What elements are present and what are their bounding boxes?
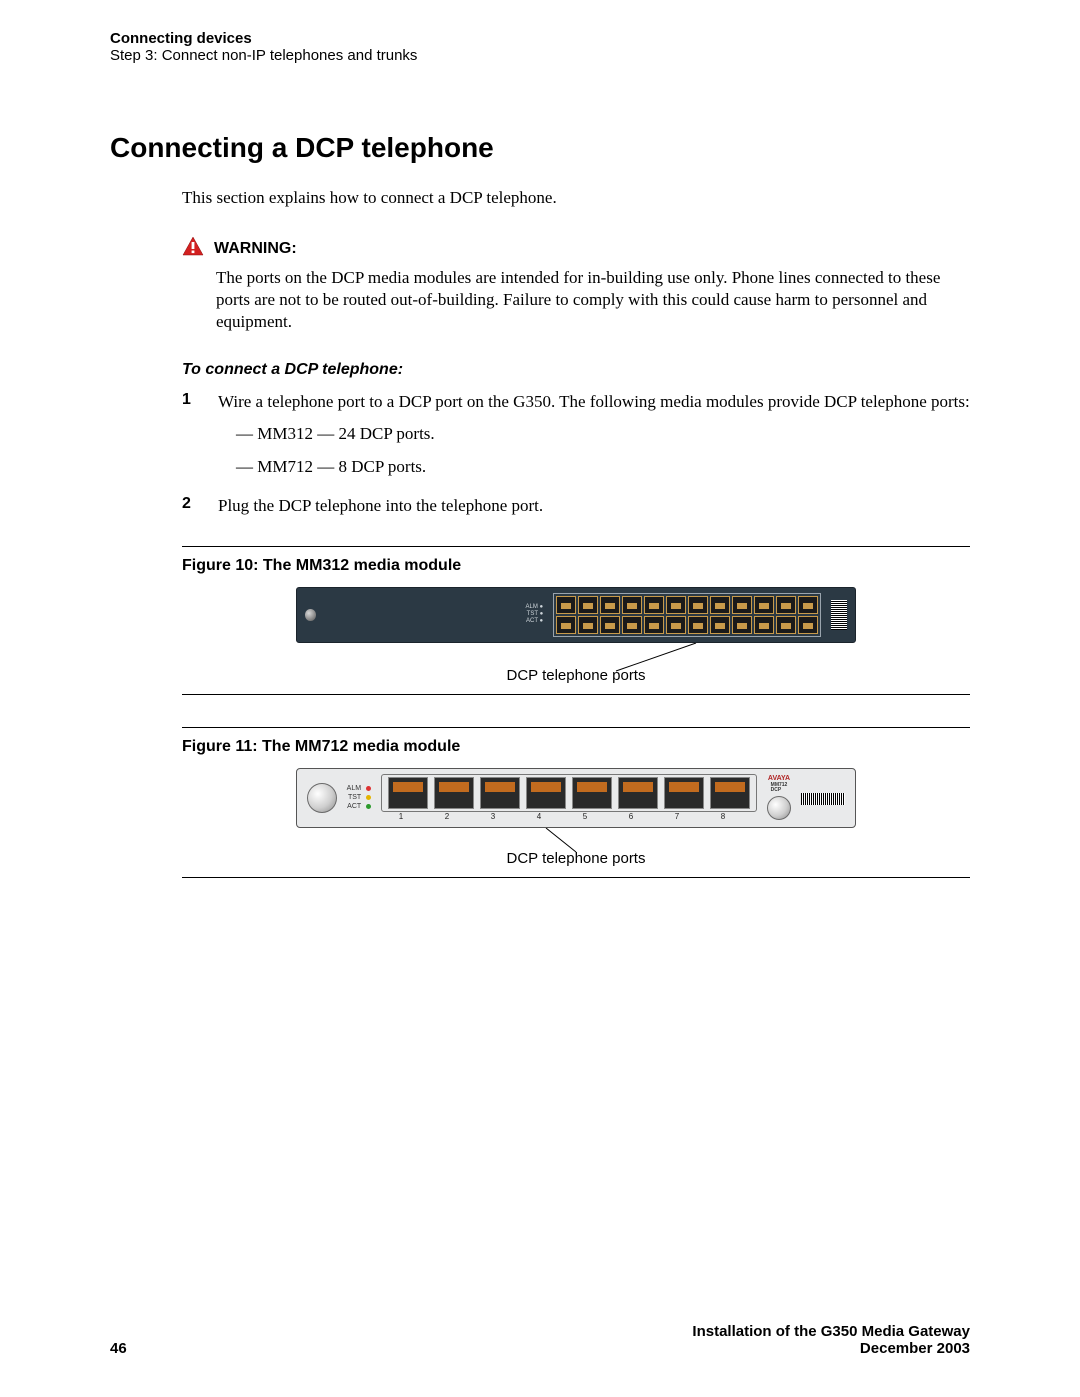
port-assembly: 12345678 bbox=[381, 774, 757, 821]
procedure-subhead: To connect a DCP telephone: bbox=[182, 361, 970, 379]
step-text: Plug the DCP telephone into the telephon… bbox=[218, 496, 543, 515]
knob-icon bbox=[767, 796, 791, 820]
warning-label: WARNING: bbox=[214, 240, 297, 258]
knob-icon bbox=[307, 783, 337, 813]
barcode-icon bbox=[801, 793, 845, 805]
figure-caption: DCP telephone ports bbox=[507, 667, 646, 684]
figure-caption: DCP telephone ports bbox=[507, 850, 646, 867]
header-line-2: Step 3: Connect non-IP telephones and tr… bbox=[110, 47, 970, 64]
figure-title: Figure 10: The MM312 media module bbox=[182, 557, 970, 575]
doc-date: December 2003 bbox=[692, 1340, 970, 1357]
step-subitem: — MM312 — 24 DCP ports. bbox=[236, 420, 970, 447]
screw-icon bbox=[305, 609, 316, 621]
figure-rule bbox=[182, 727, 970, 728]
step-text: Wire a telephone port to a DCP port on t… bbox=[218, 392, 970, 411]
warning-icon bbox=[182, 236, 204, 261]
breadcrumb: Connecting devices Step 3: Connect non-I… bbox=[110, 30, 970, 64]
barcode-icon bbox=[831, 600, 847, 630]
mm712-module-diagram: ALM TST ACT 12345678 AVAYA MM712 DCP bbox=[296, 768, 856, 828]
header-line-1: Connecting devices bbox=[110, 30, 970, 47]
page-title: Connecting a DCP telephone bbox=[110, 132, 970, 164]
step-subitem: — MM712 — 8 DCP ports. bbox=[236, 453, 970, 480]
led-labels: ALM ● TST ● ACT ● bbox=[526, 604, 544, 626]
page-number: 46 bbox=[110, 1340, 127, 1357]
warning-text: The ports on the DCP media modules are i… bbox=[216, 267, 970, 333]
warning-block: WARNING: The ports on the DCP media modu… bbox=[216, 236, 970, 333]
dcp-port-grid bbox=[553, 593, 821, 637]
step-2: 2 Plug the DCP telephone into the teleph… bbox=[182, 495, 970, 518]
figure-rule bbox=[182, 546, 970, 547]
intro-text: This section explains how to connect a D… bbox=[182, 188, 970, 208]
led-labels: ALM TST ACT bbox=[347, 784, 371, 811]
figure-11: Figure 11: The MM712 media module ALM TS… bbox=[182, 727, 970, 878]
figure-rule bbox=[182, 877, 970, 878]
page-footer: 46 Installation of the G350 Media Gatewa… bbox=[110, 1323, 970, 1357]
dcp-port-row bbox=[388, 777, 750, 809]
doc-title: Installation of the G350 Media Gateway bbox=[692, 1323, 970, 1340]
step-number: 2 bbox=[182, 495, 200, 518]
step-1: 1 Wire a telephone port to a DCP port on… bbox=[182, 391, 970, 480]
figure-title: Figure 11: The MM712 media module bbox=[182, 738, 970, 756]
model-label: MM712 DCP bbox=[771, 783, 788, 794]
step-number: 1 bbox=[182, 391, 200, 480]
figure-rule bbox=[182, 694, 970, 695]
figure-10: Figure 10: The MM312 media module ALM ● … bbox=[182, 546, 970, 695]
mm312-module-diagram: ALM ● TST ● ACT ● bbox=[296, 587, 856, 643]
